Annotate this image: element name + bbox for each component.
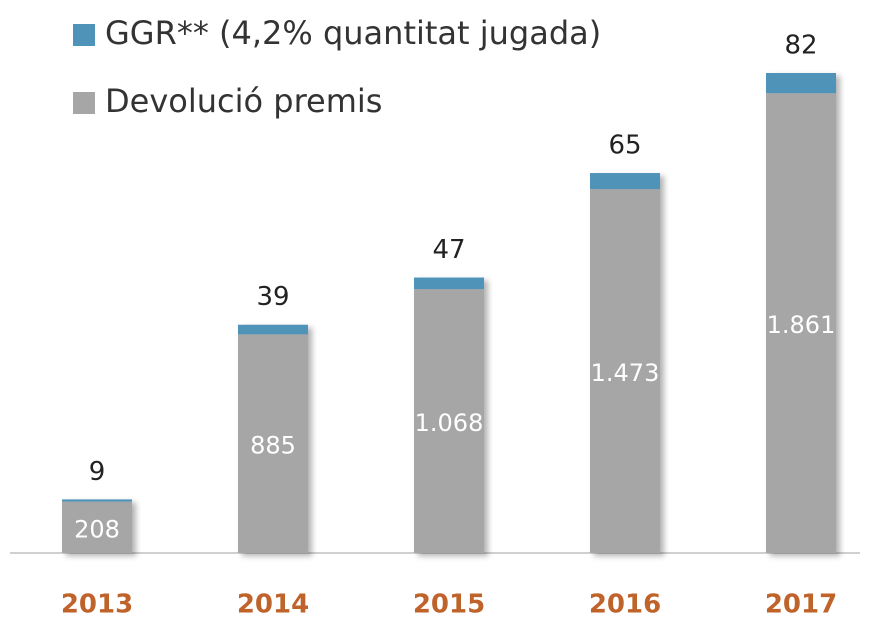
bar-segment <box>590 189 660 553</box>
value-label: 39 <box>256 282 289 312</box>
legend-label: GGR** (4,2% quantitat jugada) <box>105 14 601 52</box>
value-label: 208 <box>74 515 120 543</box>
bar-stack <box>238 324 308 553</box>
value-label: 47 <box>432 235 465 265</box>
bar-segment <box>590 173 660 190</box>
x-tick-label: 2016 <box>589 590 661 617</box>
value-label: 9 <box>89 457 106 487</box>
legend-swatch <box>73 92 95 114</box>
bar-stack <box>414 277 484 553</box>
bar-stack <box>590 173 660 553</box>
x-tick-label: 2013 <box>61 590 133 617</box>
bar-segment <box>62 501 132 553</box>
bar-segment <box>238 334 308 553</box>
x-tick-label: 2017 <box>765 590 837 617</box>
value-label: 82 <box>784 31 817 61</box>
value-label: 1.068 <box>415 409 484 437</box>
value-label: 1.473 <box>591 359 660 387</box>
value-label: 65 <box>608 131 641 161</box>
bar-stack <box>62 499 132 553</box>
x-tick-label: 2014 <box>237 590 309 617</box>
bar-segment <box>414 289 484 553</box>
bar-segment <box>414 277 484 290</box>
bar-segment <box>766 73 836 94</box>
value-label: 1.861 <box>767 311 836 339</box>
legend-label: Devolució premis <box>105 82 382 120</box>
bar-segment <box>238 324 308 335</box>
legend-swatch <box>73 24 95 46</box>
bar-segment <box>766 93 836 554</box>
x-tick-label: 2015 <box>413 590 485 617</box>
bar-segment <box>62 499 132 502</box>
value-label: 885 <box>250 432 296 460</box>
bar-stack <box>766 73 836 554</box>
